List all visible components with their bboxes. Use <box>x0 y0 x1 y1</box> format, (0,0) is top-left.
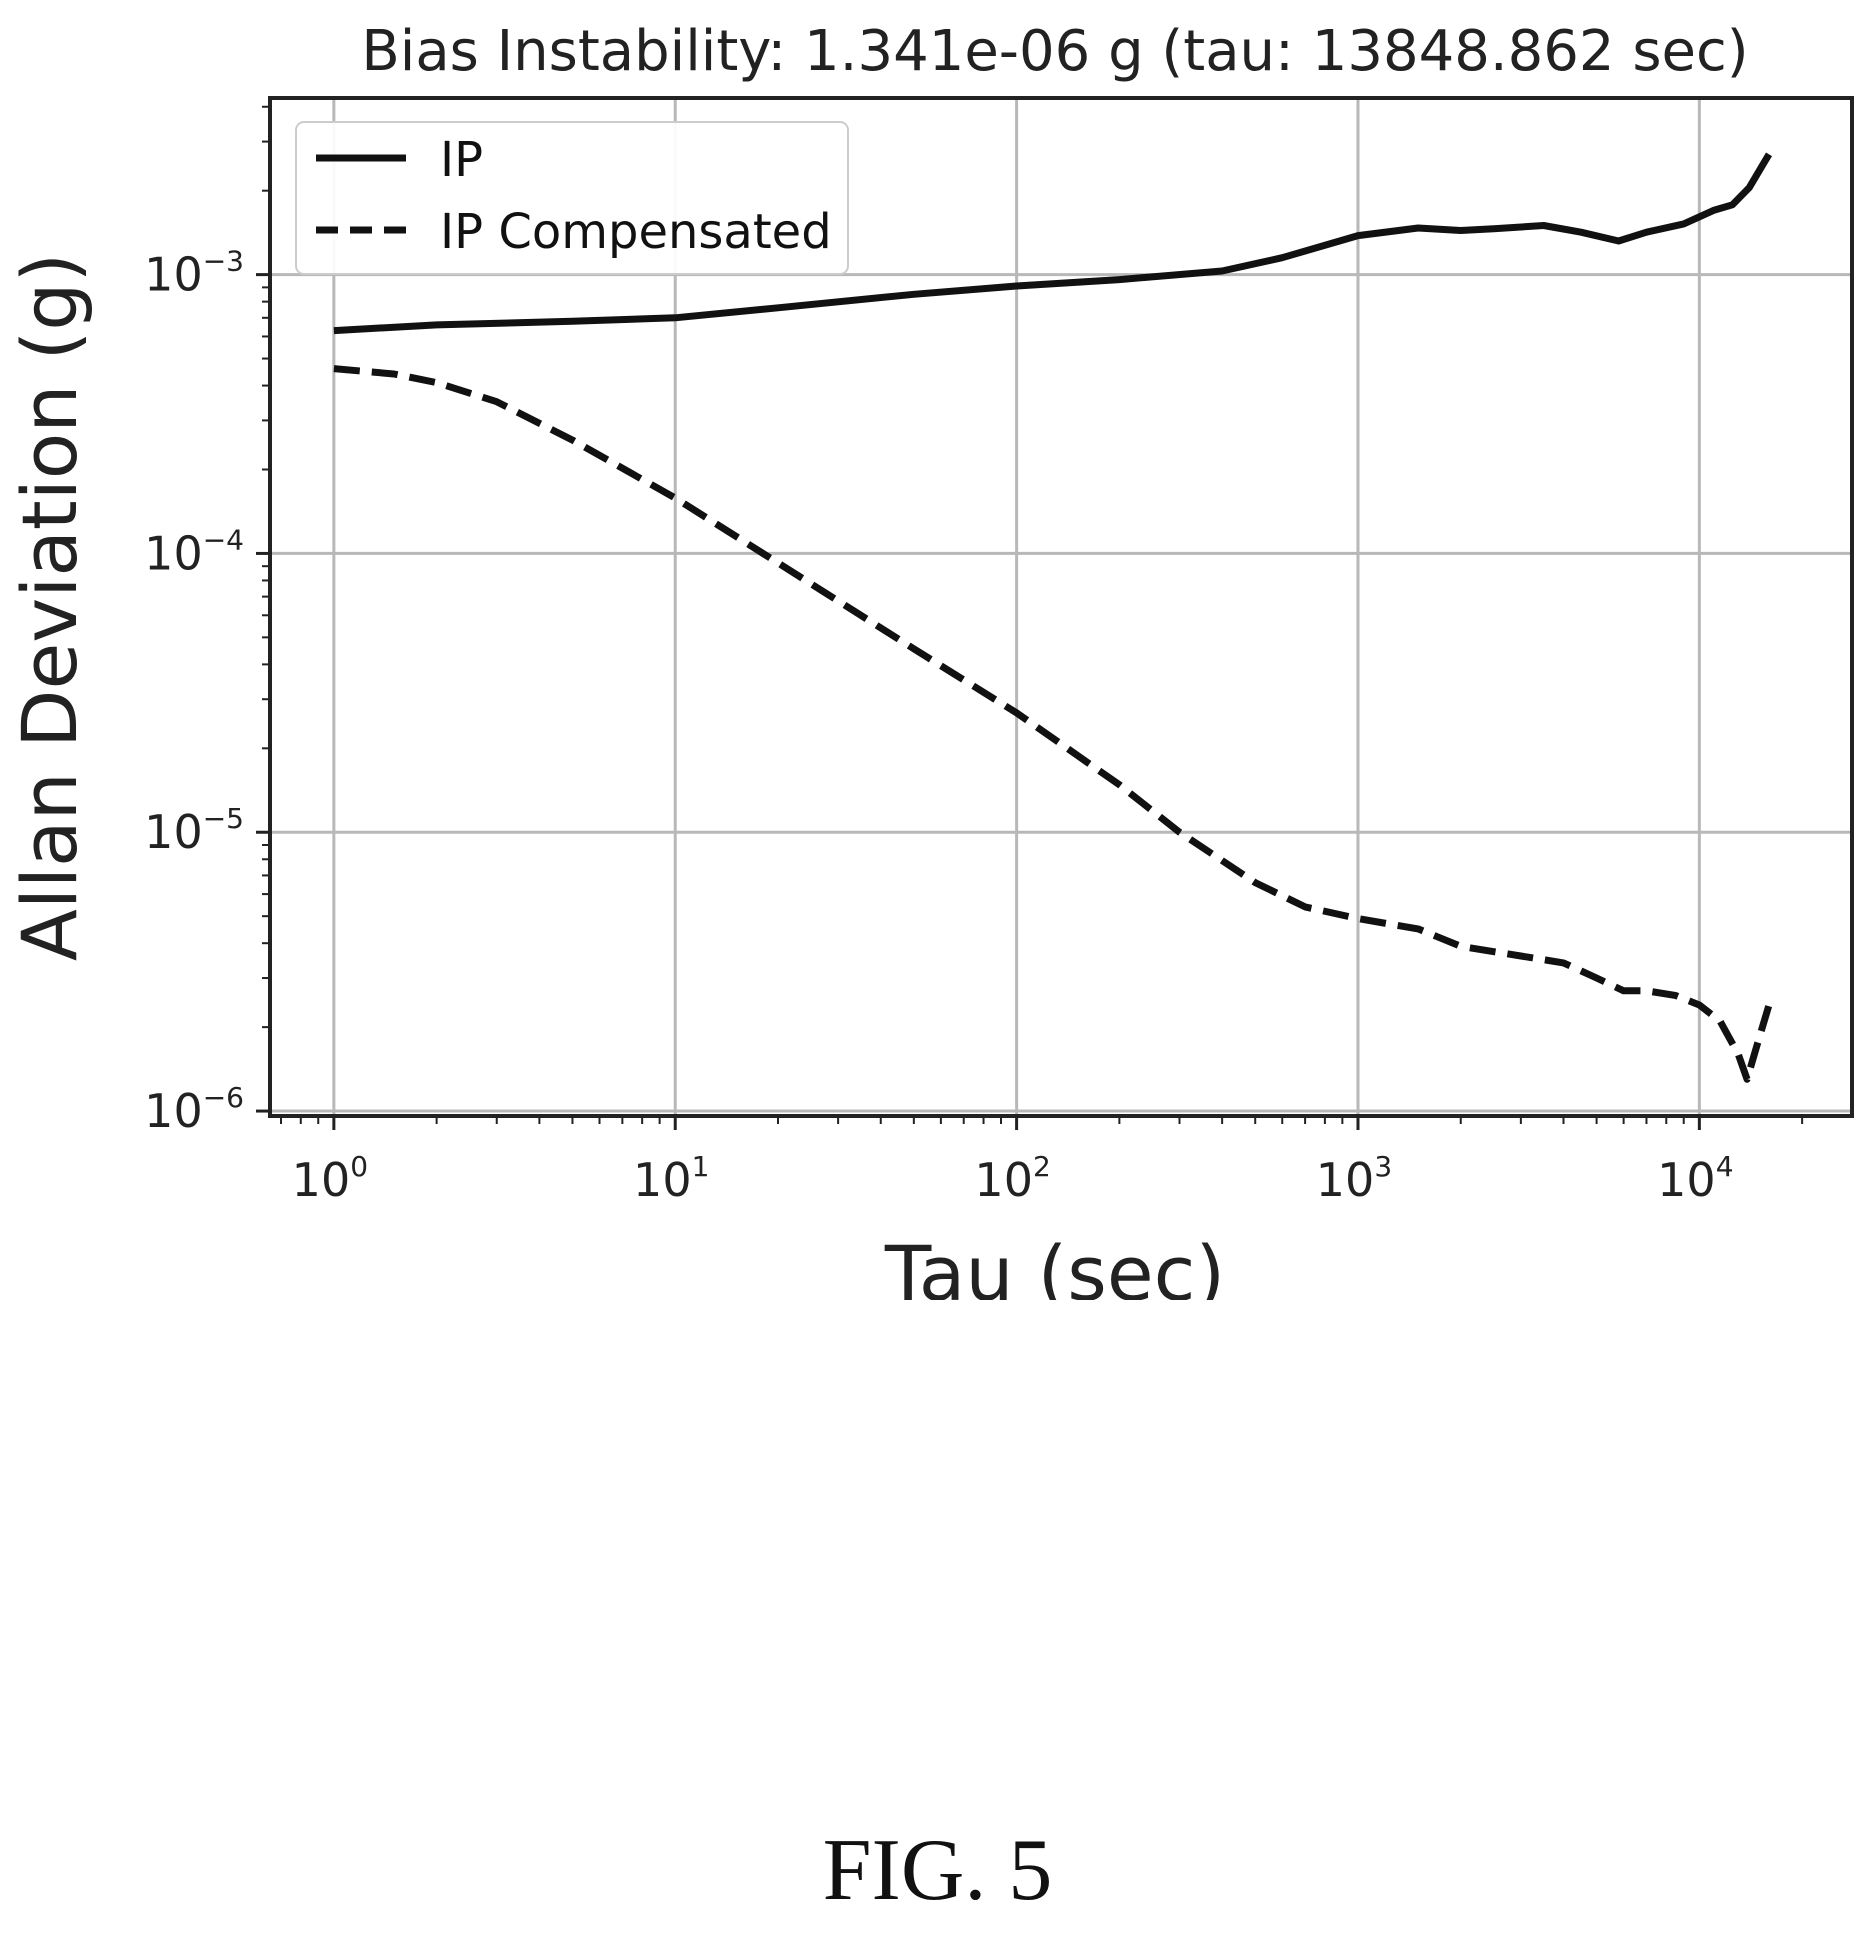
y-tick-exponent: −5 <box>203 802 244 835</box>
series-line-ip <box>333 152 1773 335</box>
legend-label-ip: IP <box>440 132 483 188</box>
series-line-ip-compensated <box>333 365 1773 1083</box>
y-tick-exponent: −4 <box>203 523 244 556</box>
y-tick-label: 10−4 <box>144 523 244 580</box>
x-tick-label: 104 <box>1657 1150 1733 1207</box>
x-tick-label: 103 <box>1316 1150 1392 1207</box>
x-tick-exponent: 3 <box>1374 1150 1392 1183</box>
chart-title: Bias Instability: 1.341e-06 g (tau: 1384… <box>361 19 1748 84</box>
legend-box <box>295 121 849 275</box>
y-tick-label: 10−3 <box>144 245 244 302</box>
allan-deviation-chart: Bias Instability: 1.341e-06 g (tau: 1384… <box>5 19 1854 1300</box>
y-tick-labels: 10−610−510−410−3 <box>144 245 244 1138</box>
x-tick-labels: 100 101 102 103 104 <box>292 1150 1734 1207</box>
x-tick-exponent: 2 <box>1033 1150 1051 1183</box>
y-tick-exponent: −6 <box>203 1081 244 1114</box>
x-tick-label: 101 <box>633 1150 709 1207</box>
series-lines <box>333 152 1773 1083</box>
y-tick-base: 10 <box>144 1084 203 1138</box>
x-tick-exponent: 1 <box>692 1150 710 1183</box>
x-tick-base: 10 <box>292 1153 351 1207</box>
legend: IP IP Compensated <box>295 121 849 275</box>
y-tick-label: 10−5 <box>144 802 244 859</box>
y-tick-base: 10 <box>144 248 203 302</box>
x-tick-label: 100 <box>292 1150 368 1207</box>
y-tick-exponent: −3 <box>203 245 244 278</box>
x-tick-exponent: 0 <box>350 1150 368 1183</box>
y-tick-base: 10 <box>144 805 203 859</box>
plot-frame <box>268 96 1854 1118</box>
y-axis-label: Allan Deviation (g) <box>5 253 94 961</box>
x-tick-base: 10 <box>633 1153 692 1207</box>
x-tick-base: 10 <box>1316 1153 1375 1207</box>
major-ticks <box>256 273 1701 1130</box>
x-tick-label: 102 <box>974 1150 1050 1207</box>
x-tick-base: 10 <box>974 1153 1033 1207</box>
x-tick-exponent: 4 <box>1716 1150 1734 1183</box>
legend-label-ip-compensated: IP Compensated <box>440 204 832 260</box>
y-tick-label: 10−6 <box>144 1081 244 1138</box>
x-tick-base: 10 <box>1657 1153 1716 1207</box>
figure-caption: FIG. 5 <box>822 1822 1053 1919</box>
x-axis-label: Tau (sec) <box>884 1229 1225 1300</box>
y-tick-base: 10 <box>144 526 203 580</box>
